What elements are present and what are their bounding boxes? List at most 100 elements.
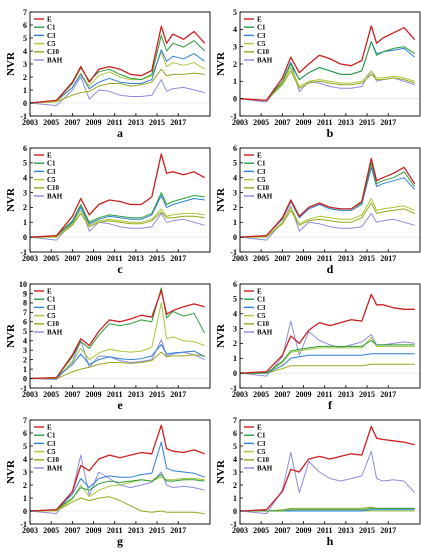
panel-g-letter: g — [117, 534, 123, 548]
panel-d-legend-label-c1: C1 — [257, 160, 266, 168]
panel-f-y-tick-label: -1 — [230, 384, 237, 393]
panel-f-frame — [239, 283, 421, 389]
panel-d-y-tick-label: 4 — [233, 174, 237, 183]
panel-a-y-tick-label: 6 — [23, 21, 27, 30]
panel-e-series-e-line — [29, 289, 205, 380]
panel-e-series-c10-line — [30, 351, 205, 379]
panel-f-y-tick-label: 4 — [233, 310, 237, 319]
panel-c-series-c10-line — [30, 211, 205, 238]
panel-f-x-tick-label: 2005 — [253, 390, 269, 399]
panel-b-letter: b — [327, 126, 334, 140]
panel-a-x-tick-label: 2003 — [22, 118, 38, 127]
panel-g-y-tick-label: 2 — [23, 481, 27, 490]
panel-c-legend-label-e: E — [47, 151, 52, 159]
panel-g-series-c5-line — [30, 476, 205, 512]
panel-c-y-tick-label: 6 — [23, 144, 27, 153]
panel-g-y-tick-label: 1 — [23, 494, 27, 503]
panel-h-y-tick-label: 4 — [233, 455, 237, 464]
panel-e-y-axis-title: NVR — [5, 323, 17, 348]
panel-f-series-c1-line — [240, 340, 415, 374]
panel-d-y-tick-label: 6 — [233, 144, 237, 153]
panel-h-series-e-line — [239, 425, 415, 512]
panel-e-y-tick-label: 9 — [23, 289, 27, 298]
panel-c-x-tick-label: 2015 — [149, 254, 165, 263]
panel-e-y-tick-label: 5 — [23, 327, 27, 336]
panel-g-x-tick-label: 2009 — [86, 526, 102, 535]
panel-h-y-axis-title: NVR — [215, 459, 227, 484]
panel-e-legend-label-c5: C5 — [47, 312, 56, 320]
panel-f-y-tick-label: 5 — [233, 295, 237, 304]
panel-d-series-c10-line — [240, 202, 415, 238]
panel-h-x-tick-label: 2011 — [317, 526, 333, 535]
panel-e-y-tick-label: 6 — [23, 318, 27, 327]
panel-f-y-axis-title: NVR — [215, 323, 227, 348]
panel-c-y-tick-label: 5 — [23, 159, 27, 168]
panel-b-y-tick-label: 2 — [233, 60, 237, 69]
panel-b-legend-label-e: E — [257, 15, 262, 23]
panel-c-x-tick-label: 2017 — [170, 254, 186, 263]
panel-e-y-tick-label: 3 — [23, 346, 27, 355]
panel-e-legend-label-bah: BAH — [47, 328, 63, 336]
panel-f-legend-label-c3: C3 — [257, 304, 266, 312]
panel-e-x-tick-label: 2007 — [64, 390, 80, 399]
panel-h-y-tick-label: -1 — [230, 520, 237, 529]
panel-h-legend-label-c3: C3 — [257, 440, 266, 448]
panel-c-y-tick-label: 2 — [23, 203, 27, 212]
panel-g-y-tick-label: 7 — [23, 416, 27, 425]
panel-c-legend-label-c3: C3 — [47, 168, 56, 176]
panel-e-legend-label-e: E — [47, 287, 52, 295]
panel-g-legend-label-bah: BAH — [47, 464, 63, 472]
panel-f: -1 0 1 2 3 4 5 6 2003 2005 2007 2009 2011 2013 2015 201… — [215, 280, 421, 412]
panel-f-legend-label-c10: C10 — [257, 320, 270, 328]
panel-c-x-tick-label: 2009 — [86, 254, 102, 263]
panel-f-x-tick-label: 2003 — [232, 390, 248, 399]
panel-d-series-e-line — [239, 157, 416, 238]
panel-a-x-tick-label: 2017 — [170, 118, 186, 127]
panel-g-x-tick-label: 2005 — [43, 526, 59, 535]
panel-f-legend-label-bah: BAH — [257, 328, 273, 336]
panel-f-y-tick-label: 6 — [233, 280, 237, 289]
panel-a-legend-label-c3: C3 — [47, 32, 56, 40]
panel-f-x-tick-label: 2011 — [317, 390, 333, 399]
panel-e-y-tick-label: 7 — [23, 308, 27, 317]
panel-d-series-c3-line — [239, 166, 416, 238]
panel-a-legend-label-c1: C1 — [47, 24, 56, 32]
panel-a: -1 0 1 2 3 4 5 6 7 2003 2005 2007 2009 2011 2013 2015 20… — [5, 8, 211, 140]
panel-e-y-tick-label: -1 — [20, 384, 27, 393]
panel-b-y-tick-label: 3 — [233, 42, 237, 51]
panel-d-x-tick-label: 2011 — [317, 254, 333, 263]
panel-g-x-tick-label: 2017 — [170, 526, 186, 535]
panel-h-legend-label-c5: C5 — [257, 448, 266, 456]
panel-h-y-tick-label: 1 — [233, 494, 237, 503]
panel-c-frame — [29, 147, 211, 253]
panel-c-series-bah-line — [29, 205, 205, 241]
panel-e-legend-label-c10: C10 — [47, 320, 60, 328]
panel-e-x-tick-label: 2003 — [22, 390, 38, 399]
panel-d-series-c5-line — [240, 198, 415, 238]
panel-h-series-c1-line — [240, 507, 415, 512]
panel-b-x-tick-label: 2005 — [253, 118, 269, 127]
panel-c: -1 0 1 2 3 4 5 6 2003 2005 2007 2009 2011 2013 2015 201… — [5, 144, 211, 276]
panel-e-y-tick-label: 0 — [23, 374, 27, 383]
panel-d-legend-label-c3: C3 — [257, 168, 266, 176]
panel-e-series-c1-line — [29, 287, 206, 379]
panel-c-legend-label-bah: BAH — [47, 192, 63, 200]
panel-f-x-tick-label: 2009 — [296, 390, 312, 399]
panel-b-y-tick-label: 4 — [233, 25, 237, 34]
panel-h-y-tick-label: 6 — [233, 429, 237, 438]
panel-b-x-tick-label: 2003 — [232, 118, 248, 127]
panel-d: -1 0 1 2 3 4 5 6 2003 2005 2007 2009 2011 2013 2015 201… — [215, 144, 421, 276]
panel-d-legend-label-e: E — [257, 151, 262, 159]
panel-c-x-tick-label: 2003 — [22, 254, 38, 263]
panel-b-legend-label-c3: C3 — [257, 32, 266, 40]
panel-g-series-c1-line — [29, 474, 205, 512]
panel-a-x-tick-label: 2011 — [107, 118, 123, 127]
panel-d-x-tick-label: 2003 — [232, 254, 248, 263]
panel-b-x-tick-label: 2007 — [274, 118, 290, 127]
panel-h-x-tick-label: 2009 — [296, 526, 312, 535]
panel-a-y-tick-label: 4 — [23, 47, 27, 56]
